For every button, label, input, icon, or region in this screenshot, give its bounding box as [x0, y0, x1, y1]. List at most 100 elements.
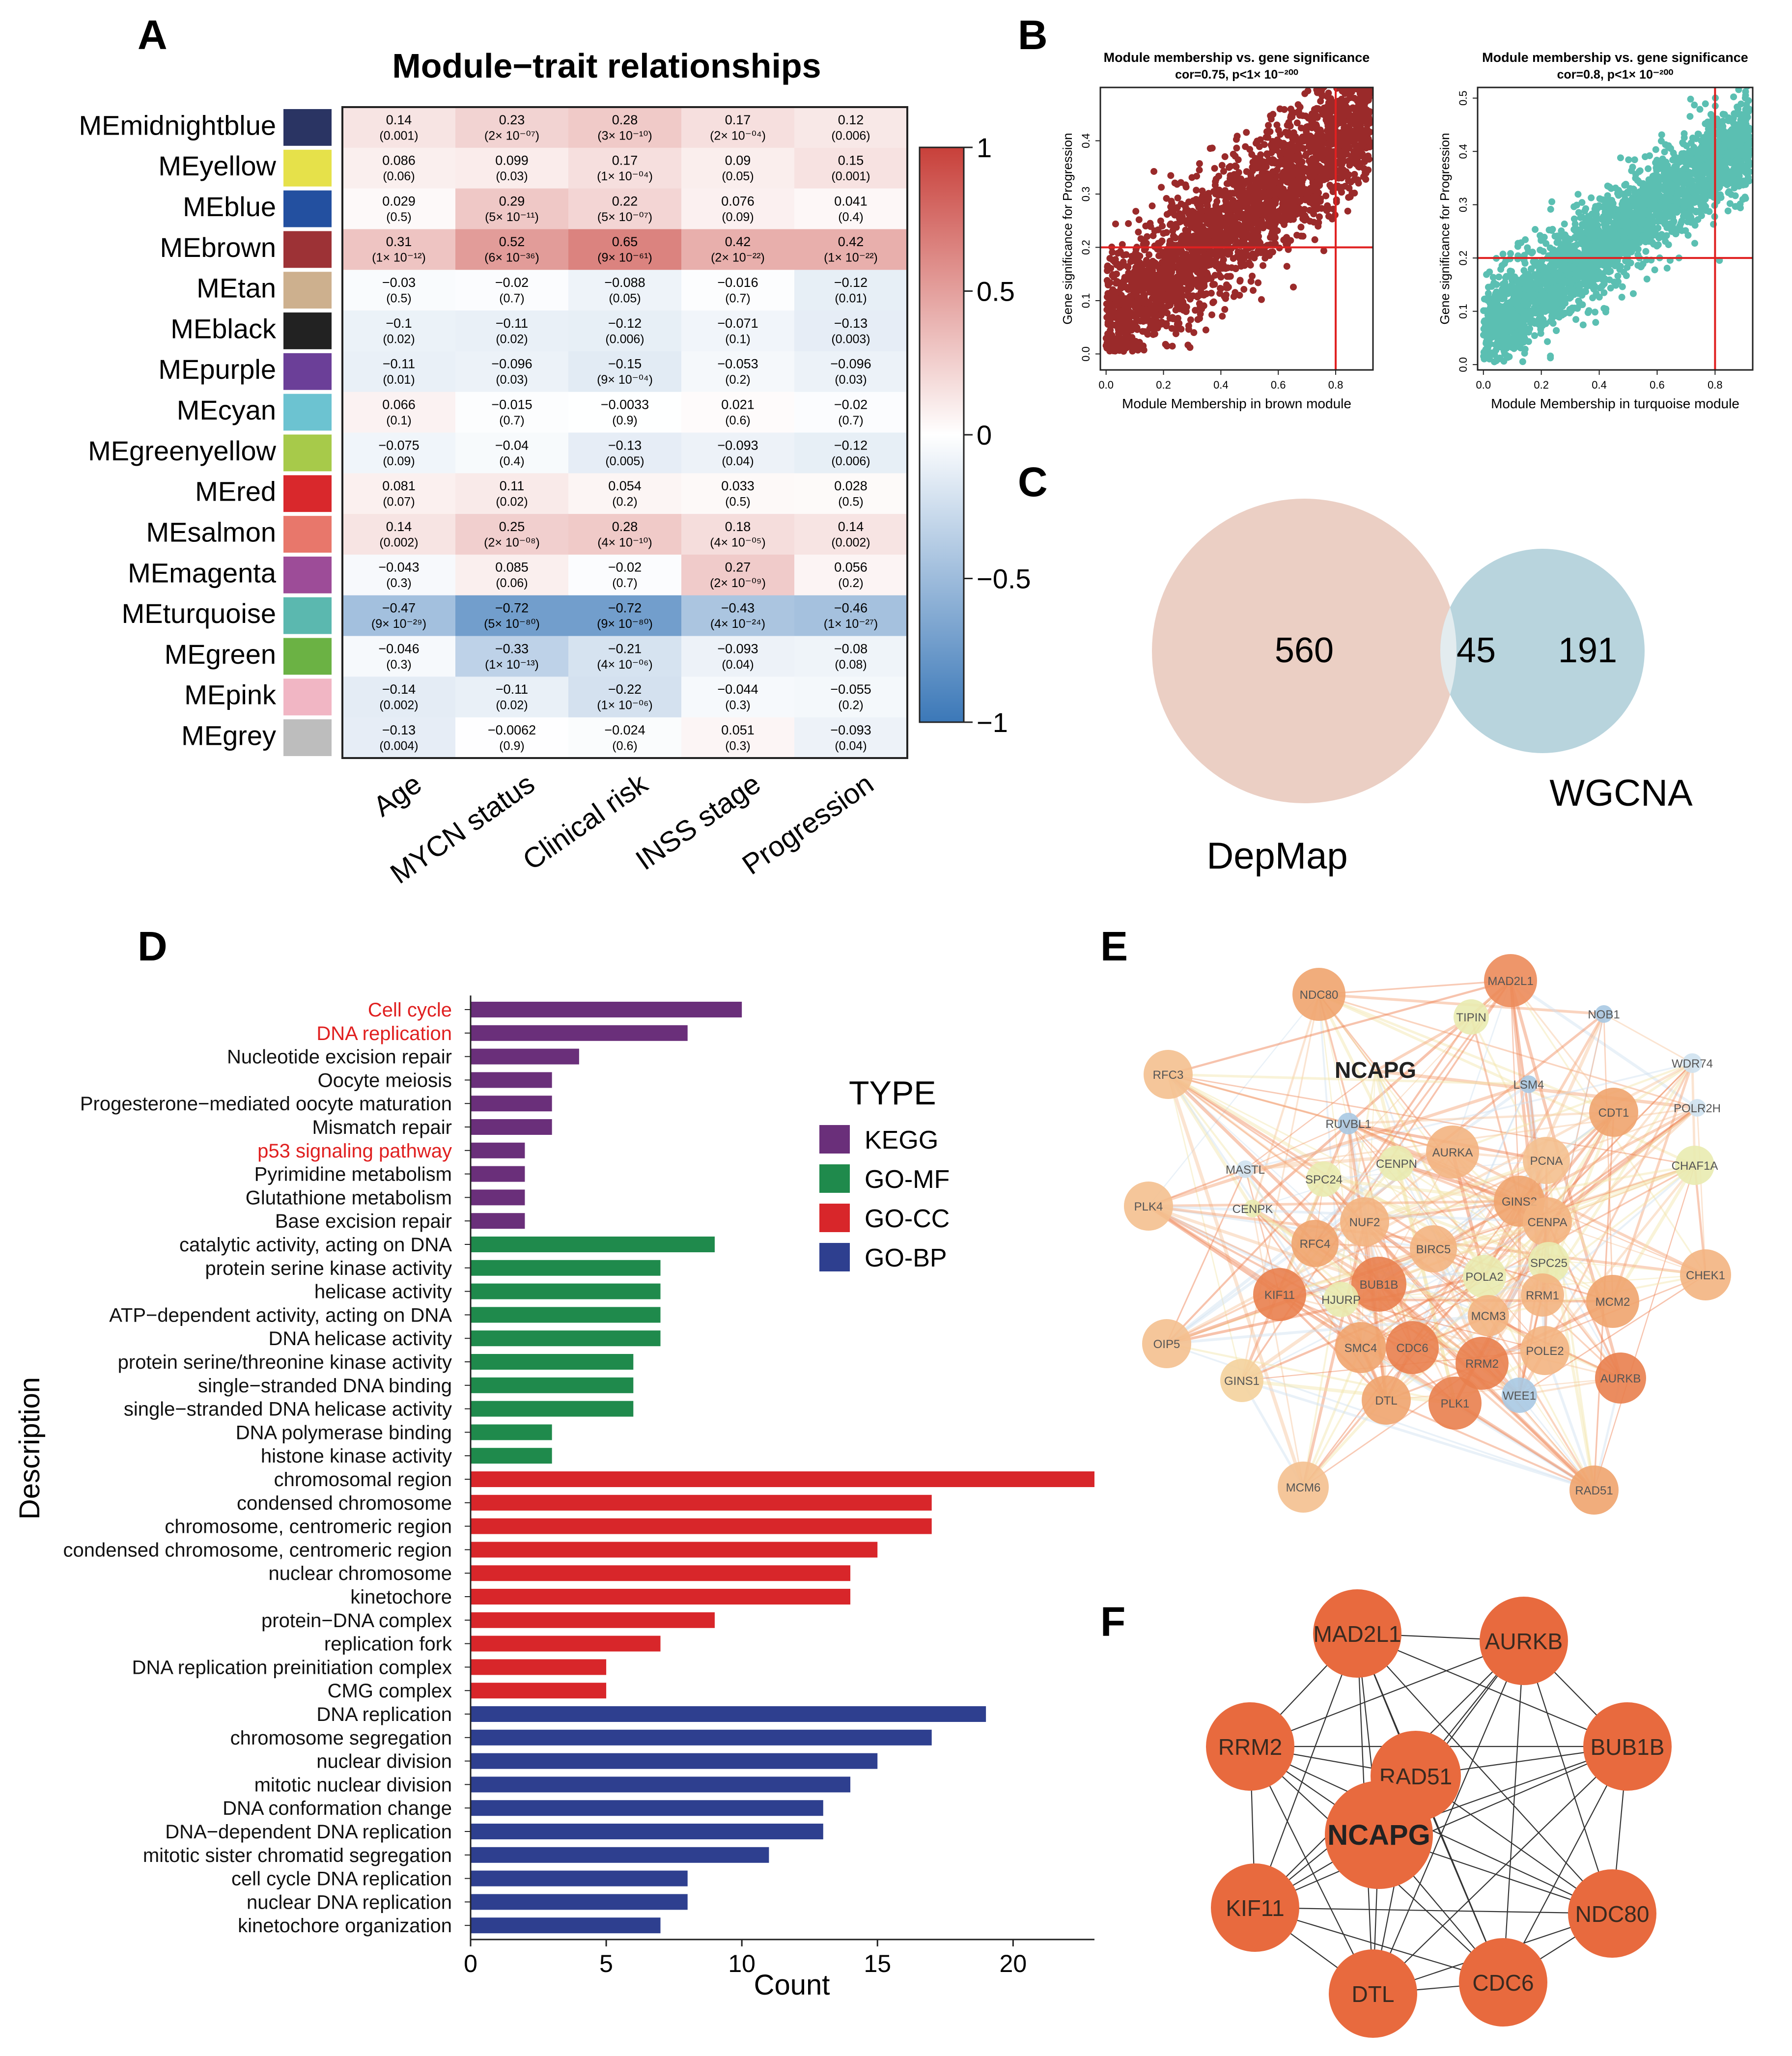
- cell-pvalue: (9× 10⁻⁸⁰): [597, 617, 653, 631]
- heatmap-cell: [455, 636, 569, 677]
- heatmap-cell: [342, 310, 456, 352]
- module-swatch: [283, 190, 332, 227]
- cell-pvalue: (0.5): [386, 210, 411, 224]
- enrichment-bar: [471, 1448, 552, 1464]
- network-node: [1502, 1378, 1537, 1413]
- cell-pvalue: (0.1): [725, 332, 750, 346]
- enrichment-term-label: DNA replication preinitiation complex: [132, 1657, 452, 1678]
- cell-pvalue: (2× 10⁻²²): [711, 251, 765, 265]
- module-swatch: [283, 312, 332, 349]
- heatmap-cell: [455, 432, 569, 474]
- enrichment-term-label: catalytic activity, acting on DNA: [179, 1234, 452, 1256]
- module-trait-heatmap: Module−trait relationships 0.14(0.001)0.…: [79, 47, 1031, 890]
- network-node-label: POLR2H: [1674, 1102, 1721, 1115]
- network-node: [1463, 1255, 1506, 1298]
- module-label: MEblue: [183, 191, 276, 222]
- enrichment-term-label: Oocyte meiosis: [318, 1070, 452, 1091]
- cell-correlation: −0.21: [608, 641, 642, 656]
- cell-correlation: 0.099: [495, 153, 529, 168]
- cell-correlation: 0.27: [725, 560, 751, 575]
- heatmap-cell: [794, 676, 908, 718]
- cell-pvalue: (3× 10⁻¹⁰): [597, 129, 652, 142]
- heatmap-cell: [794, 514, 908, 555]
- cell-correlation: −0.016: [717, 275, 758, 290]
- cell-pvalue: (0.003): [831, 332, 870, 346]
- heatmap-cell: [342, 473, 456, 514]
- heatmap-cell: [568, 270, 682, 311]
- heatmap-cell: [794, 310, 908, 352]
- enrichment-bar: [471, 1917, 661, 1934]
- cell-pvalue: (0.006): [831, 454, 870, 468]
- network-node: [1468, 1295, 1509, 1336]
- enrichment-xtick: 0: [464, 1950, 477, 1977]
- hub-node-label: BUB1B: [1591, 1734, 1665, 1760]
- cell-correlation: 0.081: [382, 479, 416, 493]
- network-node: [1569, 1465, 1619, 1515]
- heatmap-cell: [342, 432, 456, 474]
- legend-swatch: [819, 1164, 850, 1193]
- heatmap-cell: [794, 188, 908, 229]
- enrichment-term-label: kinetochore organization: [238, 1915, 452, 1937]
- heatmap-cell: [342, 351, 456, 393]
- network-node: [1454, 999, 1489, 1035]
- cell-pvalue: (0.005): [605, 454, 644, 468]
- heatmap-cell: [568, 188, 682, 229]
- cell-pvalue: (0.09): [383, 454, 415, 468]
- heatmap-cell: [455, 229, 569, 270]
- scatter-ytick: 0.0: [1080, 346, 1092, 362]
- enrichment-term-label: DNA polymerase binding: [236, 1422, 452, 1443]
- cell-pvalue: (4× 10⁻²⁴): [710, 617, 765, 631]
- enrichment-term-label: Nucleotide excision repair: [227, 1046, 452, 1068]
- cell-pvalue: (0.002): [831, 535, 870, 549]
- heatmap-cell: [681, 392, 795, 433]
- network-node: [1523, 1197, 1572, 1246]
- heatmap-cell: [681, 473, 795, 514]
- enrichment-xtick: 15: [864, 1950, 891, 1977]
- enrichment-term-label: mitotic sister chromatid segregation: [143, 1845, 452, 1866]
- heatmap-cell: [681, 595, 795, 637]
- colorbar-tick-label: 0: [977, 420, 992, 451]
- network-node-label: POLE2: [1526, 1345, 1564, 1358]
- heatmap-cell: [342, 636, 456, 677]
- module-label: MEpurple: [158, 354, 276, 385]
- colorbar-tick-label: −1: [977, 707, 1008, 738]
- cell-pvalue: (1× 10⁻²²): [824, 251, 878, 265]
- cell-pvalue: (0.5): [725, 495, 750, 509]
- network-node: [1291, 1220, 1339, 1267]
- cell-pvalue: (0.01): [835, 292, 867, 306]
- cell-correlation: 0.18: [725, 519, 751, 534]
- cell-correlation: 0.14: [838, 519, 864, 534]
- legend-swatch: [819, 1243, 850, 1271]
- cell-pvalue: (0.07): [383, 495, 415, 509]
- heatmap-cell: [455, 595, 569, 637]
- scatter-title: Module membership vs. gene significance: [1104, 50, 1370, 65]
- enrichment-bar: [471, 1471, 1094, 1487]
- cell-pvalue: (0.5): [386, 292, 411, 306]
- enrichment-term-label: DNA helicase activity: [269, 1328, 452, 1350]
- network-node-label: BUB1B: [1360, 1278, 1399, 1292]
- cell-correlation: 0.52: [499, 234, 525, 249]
- network-node-label: PCNA: [1530, 1155, 1563, 1168]
- heatmap-cell: [794, 229, 908, 270]
- cell-correlation: −0.044: [717, 682, 758, 697]
- cell-correlation: −0.093: [717, 641, 758, 656]
- scatter-ytick: 0.3: [1080, 187, 1092, 202]
- network-node: [1278, 1462, 1329, 1513]
- enrichment-term-label: histone kinase activity: [261, 1445, 452, 1467]
- cell-correlation: −0.096: [830, 357, 871, 371]
- enrichment-bar: [471, 1072, 552, 1088]
- network-node: [1586, 1275, 1639, 1328]
- cell-pvalue: (2× 10⁻⁰⁷): [484, 129, 539, 142]
- cell-correlation: −0.72: [495, 601, 529, 616]
- enrichment-bar: [471, 1659, 607, 1675]
- enrichment-term-label: helicase activity: [314, 1281, 452, 1303]
- scatter-points: [1102, 87, 1373, 355]
- module-swatch: [283, 394, 332, 431]
- cell-correlation: 0.086: [382, 153, 416, 168]
- cell-correlation: 0.25: [499, 519, 525, 534]
- cell-pvalue: (0.03): [835, 373, 867, 387]
- network-node-label: NOB1: [1588, 1008, 1620, 1021]
- module-label: MEbrown: [160, 232, 276, 263]
- module-label: MEgrey: [181, 720, 276, 751]
- heatmap-cell: [455, 351, 569, 393]
